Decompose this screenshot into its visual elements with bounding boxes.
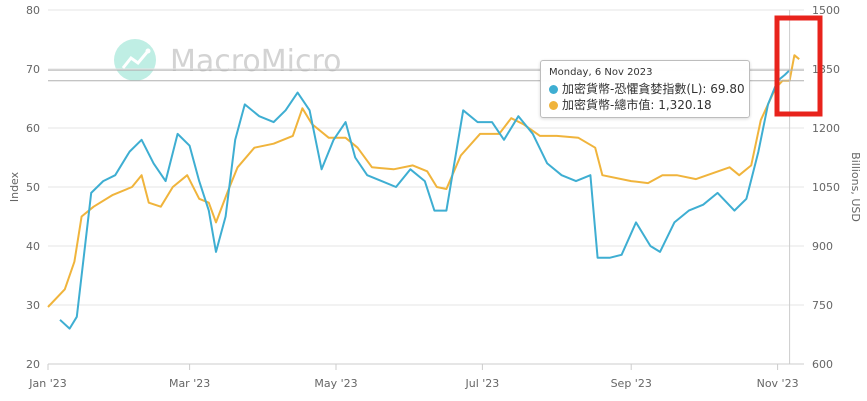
tooltip-row-market-cap: 加密貨幣-總市值: 1,320.18 <box>549 97 741 113</box>
y-right-tick-label: 1500 <box>812 4 840 17</box>
series-line-fear-greed <box>59 69 791 330</box>
y-right-tick-label: 750 <box>812 299 833 312</box>
y-left-axis-label: Index <box>8 171 21 202</box>
y-right-tick-label: 1350 <box>812 63 840 76</box>
tooltip-value-fear-greed: 69.80 <box>710 82 745 96</box>
x-tick-label: Jan '23 <box>28 377 66 390</box>
x-tick-label: Sep '23 <box>611 377 652 390</box>
series-lines <box>47 54 800 330</box>
tooltip-value-market-cap: 1,320.18 <box>658 98 712 112</box>
x-tick-label: Jul '23 <box>465 377 500 390</box>
y-right-tick-label: 900 <box>812 240 833 253</box>
tooltip-dot-fear-greed <box>549 85 558 94</box>
y-left-tick-label: 20 <box>26 358 40 371</box>
y-right-tick-label: 600 <box>812 358 833 371</box>
axis-titles: Index Billions, USD <box>8 152 862 222</box>
tooltip-row-fear-greed: 加密貨幣-恐懼貪婪指數(L): 69.80 <box>549 81 745 97</box>
y-right-tick-label: 1050 <box>812 181 840 194</box>
tooltip-date: Monday, 6 Nov 2023 <box>549 67 653 78</box>
y-right-axis-label: Billions, USD <box>849 152 862 222</box>
tooltip-dot-market-cap <box>549 101 558 110</box>
macromicro-logo-icon <box>114 39 156 81</box>
axes: 20 30 40 50 60 70 80 600 750 900 1050 1200 1350 1500 J… <box>26 4 840 390</box>
x-tick-label: Mar '23 <box>169 377 210 390</box>
watermark-text: MacroMicro <box>170 44 342 79</box>
x-tick-label: Nov '23 <box>757 377 799 390</box>
y-left-tick-label: 40 <box>26 240 40 253</box>
watermark: MacroMicro <box>114 39 342 81</box>
highlight-box <box>774 15 823 117</box>
x-tick-label: May '23 <box>314 377 357 390</box>
y-left-tick-label: 70 <box>26 63 40 76</box>
y-left-tick-label: 60 <box>26 122 40 135</box>
y-left-tick-label: 50 <box>26 181 40 194</box>
tooltip-label-fear-greed: 加密貨幣-恐懼貪婪指數(L) <box>562 82 703 96</box>
tooltip-label-market-cap: 加密貨幣-總市值 <box>562 98 651 112</box>
y-right-tick-label: 1200 <box>812 122 840 135</box>
series-line-market-cap <box>47 54 800 308</box>
y-left-tick-label: 30 <box>26 299 40 312</box>
tooltip: Monday, 6 Nov 2023 加密貨幣-恐懼貪婪指數(L): 69.80… <box>540 60 750 118</box>
y-left-tick-label: 80 <box>26 4 40 17</box>
